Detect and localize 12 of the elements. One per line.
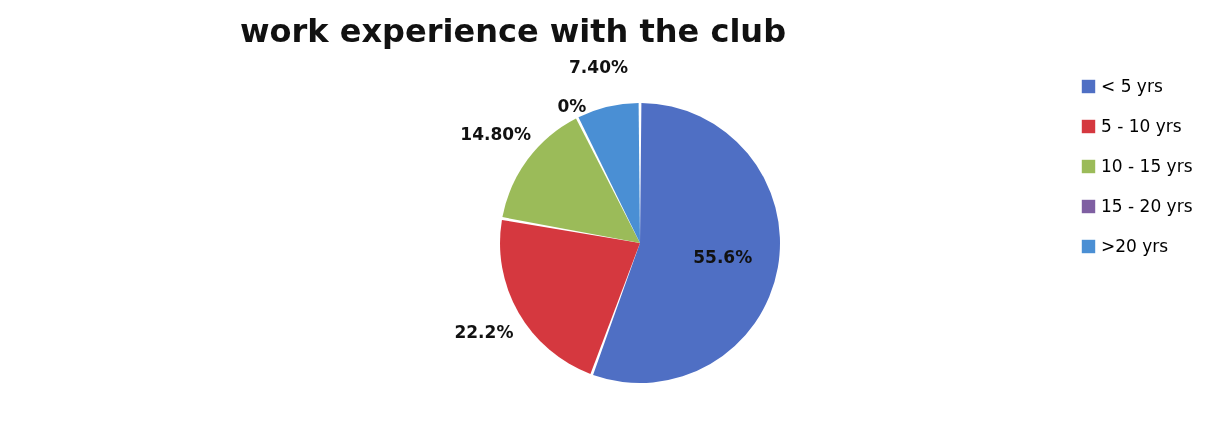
legend-label: < 5 yrs — [1101, 75, 1163, 96]
data-label: 7.40% — [569, 56, 629, 77]
data-label: 22.2% — [454, 321, 514, 342]
legend-label: 5 - 10 yrs — [1101, 115, 1182, 136]
pie-slice — [593, 103, 780, 383]
chart-title: work experience with the club — [240, 11, 787, 50]
legend-label: >20 yrs — [1101, 235, 1169, 256]
text: 0% — [557, 96, 587, 117]
legend-label: 10 - 15 yrs — [1101, 155, 1193, 176]
legend-label: 15 - 20 yrs — [1101, 195, 1193, 216]
data-label: 55.6% — [693, 246, 753, 267]
data-label: 14.80% — [460, 124, 532, 145]
